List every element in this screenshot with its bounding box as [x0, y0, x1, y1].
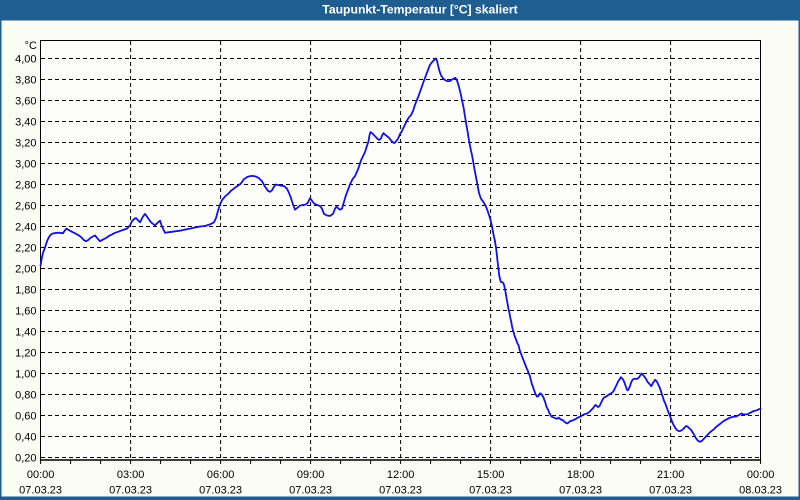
svg-text:09:00: 09:00: [297, 469, 325, 481]
svg-text:15:00: 15:00: [477, 469, 505, 481]
svg-text:1,20: 1,20: [15, 348, 36, 360]
svg-text:2,20: 2,20: [15, 243, 36, 255]
svg-text:3,40: 3,40: [15, 117, 36, 129]
svg-text:4,00: 4,00: [15, 54, 36, 66]
svg-text:2,40: 2,40: [15, 222, 36, 234]
svg-text:1,00: 1,00: [15, 369, 36, 381]
svg-text:07.03.23: 07.03.23: [199, 485, 242, 497]
svg-text:°C: °C: [25, 40, 37, 52]
svg-text:07.03.23: 07.03.23: [19, 485, 62, 497]
svg-text:Taupunkt-Temperatur [°C] skali: Taupunkt-Temperatur [°C] skaliert: [322, 2, 517, 16]
svg-text:08.03.23: 08.03.23: [739, 485, 782, 497]
svg-text:18:00: 18:00: [567, 469, 595, 481]
svg-text:2,80: 2,80: [15, 180, 36, 192]
svg-text:1,40: 1,40: [15, 327, 36, 339]
svg-text:3,60: 3,60: [15, 96, 36, 108]
svg-text:2,60: 2,60: [15, 201, 36, 213]
svg-text:2,00: 2,00: [15, 264, 36, 276]
svg-text:07.03.23: 07.03.23: [469, 485, 512, 497]
svg-text:12:00: 12:00: [387, 469, 415, 481]
svg-text:1,80: 1,80: [15, 285, 36, 297]
svg-text:00:00: 00:00: [747, 469, 775, 481]
svg-text:0,20: 0,20: [15, 453, 36, 465]
svg-text:3,80: 3,80: [15, 75, 36, 87]
svg-text:0,60: 0,60: [15, 411, 36, 423]
svg-text:07.03.23: 07.03.23: [379, 485, 422, 497]
svg-text:07.03.23: 07.03.23: [109, 485, 152, 497]
svg-text:1,60: 1,60: [15, 306, 36, 318]
svg-text:3,00: 3,00: [15, 159, 36, 171]
svg-text:07.03.23: 07.03.23: [649, 485, 692, 497]
svg-text:03:00: 03:00: [117, 469, 145, 481]
svg-text:06:00: 06:00: [207, 469, 235, 481]
svg-text:07.03.23: 07.03.23: [559, 485, 602, 497]
svg-text:07.03.23: 07.03.23: [289, 485, 332, 497]
svg-text:0,80: 0,80: [15, 390, 36, 402]
svg-text:00:00: 00:00: [27, 469, 55, 481]
svg-text:21:00: 21:00: [657, 469, 685, 481]
svg-text:0,40: 0,40: [15, 432, 36, 444]
svg-text:3,20: 3,20: [15, 138, 36, 150]
